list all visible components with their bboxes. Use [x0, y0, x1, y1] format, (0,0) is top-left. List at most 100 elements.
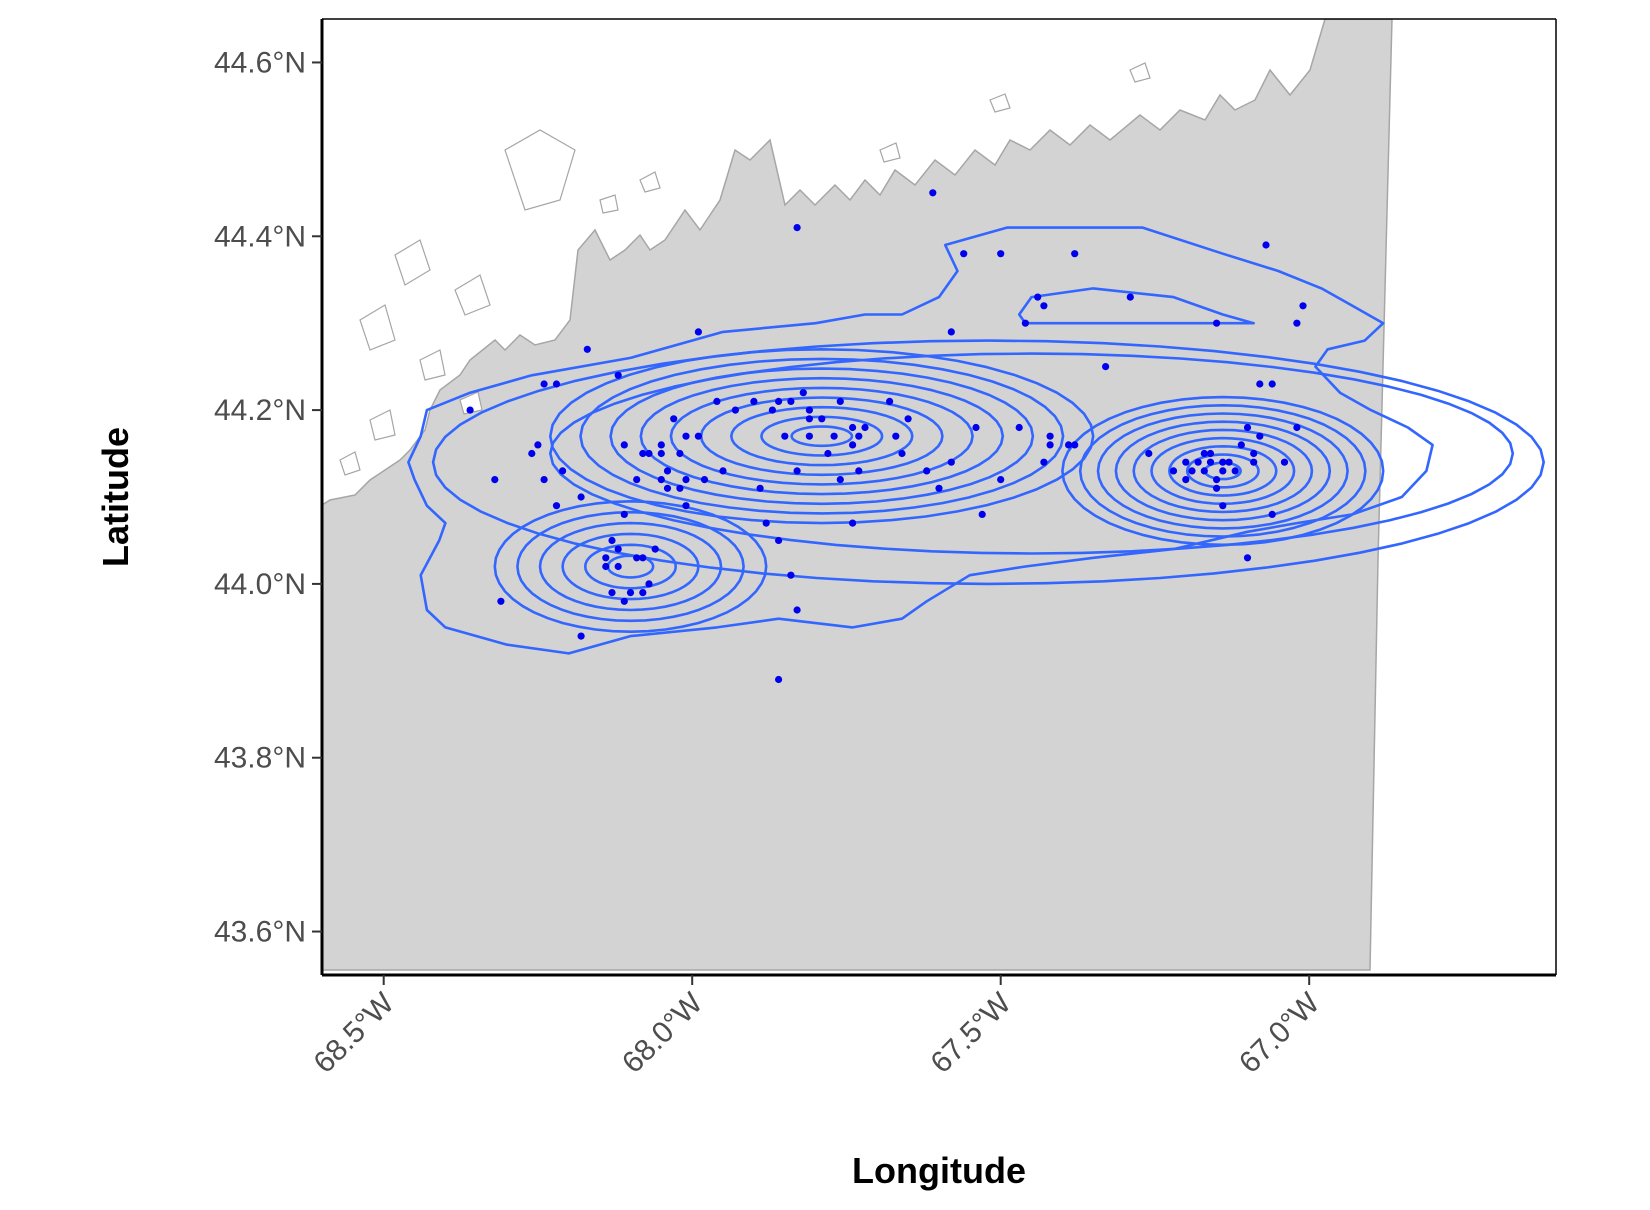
- survey-point: [639, 449, 647, 458]
- survey-point: [886, 397, 894, 405]
- survey-point: [614, 545, 622, 553]
- survey-point: [466, 406, 474, 414]
- survey-point: [1219, 467, 1227, 475]
- y-axis-ticks: 43.6°N 43.8°N 44.0°N 44.2°N 44.4°N 44.6°N: [214, 46, 322, 949]
- survey-point: [781, 432, 789, 440]
- survey-point: [775, 536, 783, 545]
- y-tick-label: 44.4°N: [214, 220, 306, 253]
- survey-point: [1188, 467, 1196, 475]
- survey-point: [626, 589, 635, 597]
- y-tick-label: 44.6°N: [214, 46, 306, 79]
- y-tick-label: 44.0°N: [214, 568, 306, 601]
- survey-point: [657, 476, 665, 484]
- survey-point: [682, 502, 690, 510]
- survey-point: [978, 510, 986, 518]
- survey-point: [768, 406, 777, 414]
- survey-point: [534, 441, 542, 449]
- contour-line-12: [760, 415, 884, 457]
- survey-point: [676, 449, 684, 458]
- survey-point: [1213, 484, 1221, 492]
- survey-point: [1225, 458, 1233, 466]
- survey-point: [1046, 441, 1054, 449]
- survey-point: [645, 449, 653, 458]
- contour-line-22: [561, 532, 700, 601]
- survey-point: [540, 476, 548, 484]
- survey-point: [1200, 467, 1208, 475]
- survey-point: [491, 476, 499, 484]
- survey-point: [1262, 241, 1270, 249]
- survey-point: [750, 397, 758, 405]
- map-panel: [322, 19, 1556, 975]
- survey-point: [787, 571, 795, 579]
- survey-point: [1299, 302, 1307, 310]
- survey-point: [904, 415, 912, 423]
- survey-point: [1206, 458, 1215, 466]
- survey-point: [633, 476, 641, 484]
- survey-point: [775, 675, 783, 684]
- survey-point: [947, 458, 955, 466]
- survey-points: [466, 189, 1307, 684]
- survey-point: [731, 406, 740, 414]
- survey-point: [997, 250, 1005, 258]
- contour-line-5: [1150, 436, 1296, 506]
- survey-point: [1206, 449, 1215, 458]
- survey-point: [787, 397, 795, 405]
- survey-point: [657, 449, 665, 458]
- survey-point: [818, 415, 826, 423]
- contour-line-13: [730, 405, 914, 467]
- survey-point: [1256, 432, 1264, 440]
- survey-point: [849, 441, 857, 449]
- contour-line-23: [538, 521, 723, 612]
- survey-point: [608, 589, 616, 597]
- contour-line-26: [549, 352, 1515, 555]
- contour-line-25: [493, 500, 768, 633]
- survey-point: [935, 484, 943, 492]
- survey-point: [670, 415, 678, 423]
- survey-point: [608, 536, 616, 545]
- survey-point: [855, 467, 863, 475]
- survey-point: [657, 441, 665, 449]
- survey-point: [1021, 319, 1029, 327]
- survey-point: [960, 250, 968, 258]
- survey-point: [1243, 554, 1252, 562]
- survey-point: [1194, 458, 1202, 466]
- survey-point: [1071, 441, 1079, 449]
- contour-line-19: [549, 348, 1095, 525]
- water-area: [322, 19, 1393, 971]
- survey-point: [775, 397, 783, 405]
- survey-point: [614, 562, 622, 571]
- survey-point: [799, 389, 807, 397]
- contour-line-15: [669, 386, 974, 486]
- contour-line-17: [609, 367, 1035, 506]
- survey-point: [997, 476, 1005, 484]
- contour-line-18: [579, 357, 1065, 515]
- survey-point: [694, 432, 703, 440]
- survey-point: [583, 345, 591, 353]
- survey-point: [1015, 423, 1023, 432]
- survey-point: [824, 449, 832, 458]
- survey-point: [855, 432, 863, 440]
- survey-point: [682, 476, 690, 484]
- contour-line-9: [1078, 404, 1367, 538]
- survey-point: [762, 519, 770, 527]
- survey-point: [1256, 380, 1264, 388]
- survey-point: [1126, 293, 1134, 301]
- survey-point: [651, 545, 659, 553]
- survey-point: [1219, 458, 1227, 466]
- survey-point: [1071, 250, 1079, 258]
- survey-point: [663, 484, 672, 492]
- contour-line-4: [1168, 445, 1278, 497]
- survey-point: [1169, 467, 1178, 475]
- survey-point: [682, 432, 690, 440]
- contour-line-1: [1017, 287, 1255, 325]
- survey-point: [1182, 476, 1190, 484]
- survey-point: [602, 562, 610, 571]
- survey-point: [633, 554, 641, 562]
- y-tick-label: 43.8°N: [214, 742, 306, 775]
- survey-point: [620, 597, 628, 605]
- survey-point: [694, 328, 703, 336]
- survey-point: [639, 554, 647, 562]
- survey-point: [1250, 449, 1258, 458]
- survey-point: [577, 632, 585, 640]
- survey-point: [559, 467, 567, 475]
